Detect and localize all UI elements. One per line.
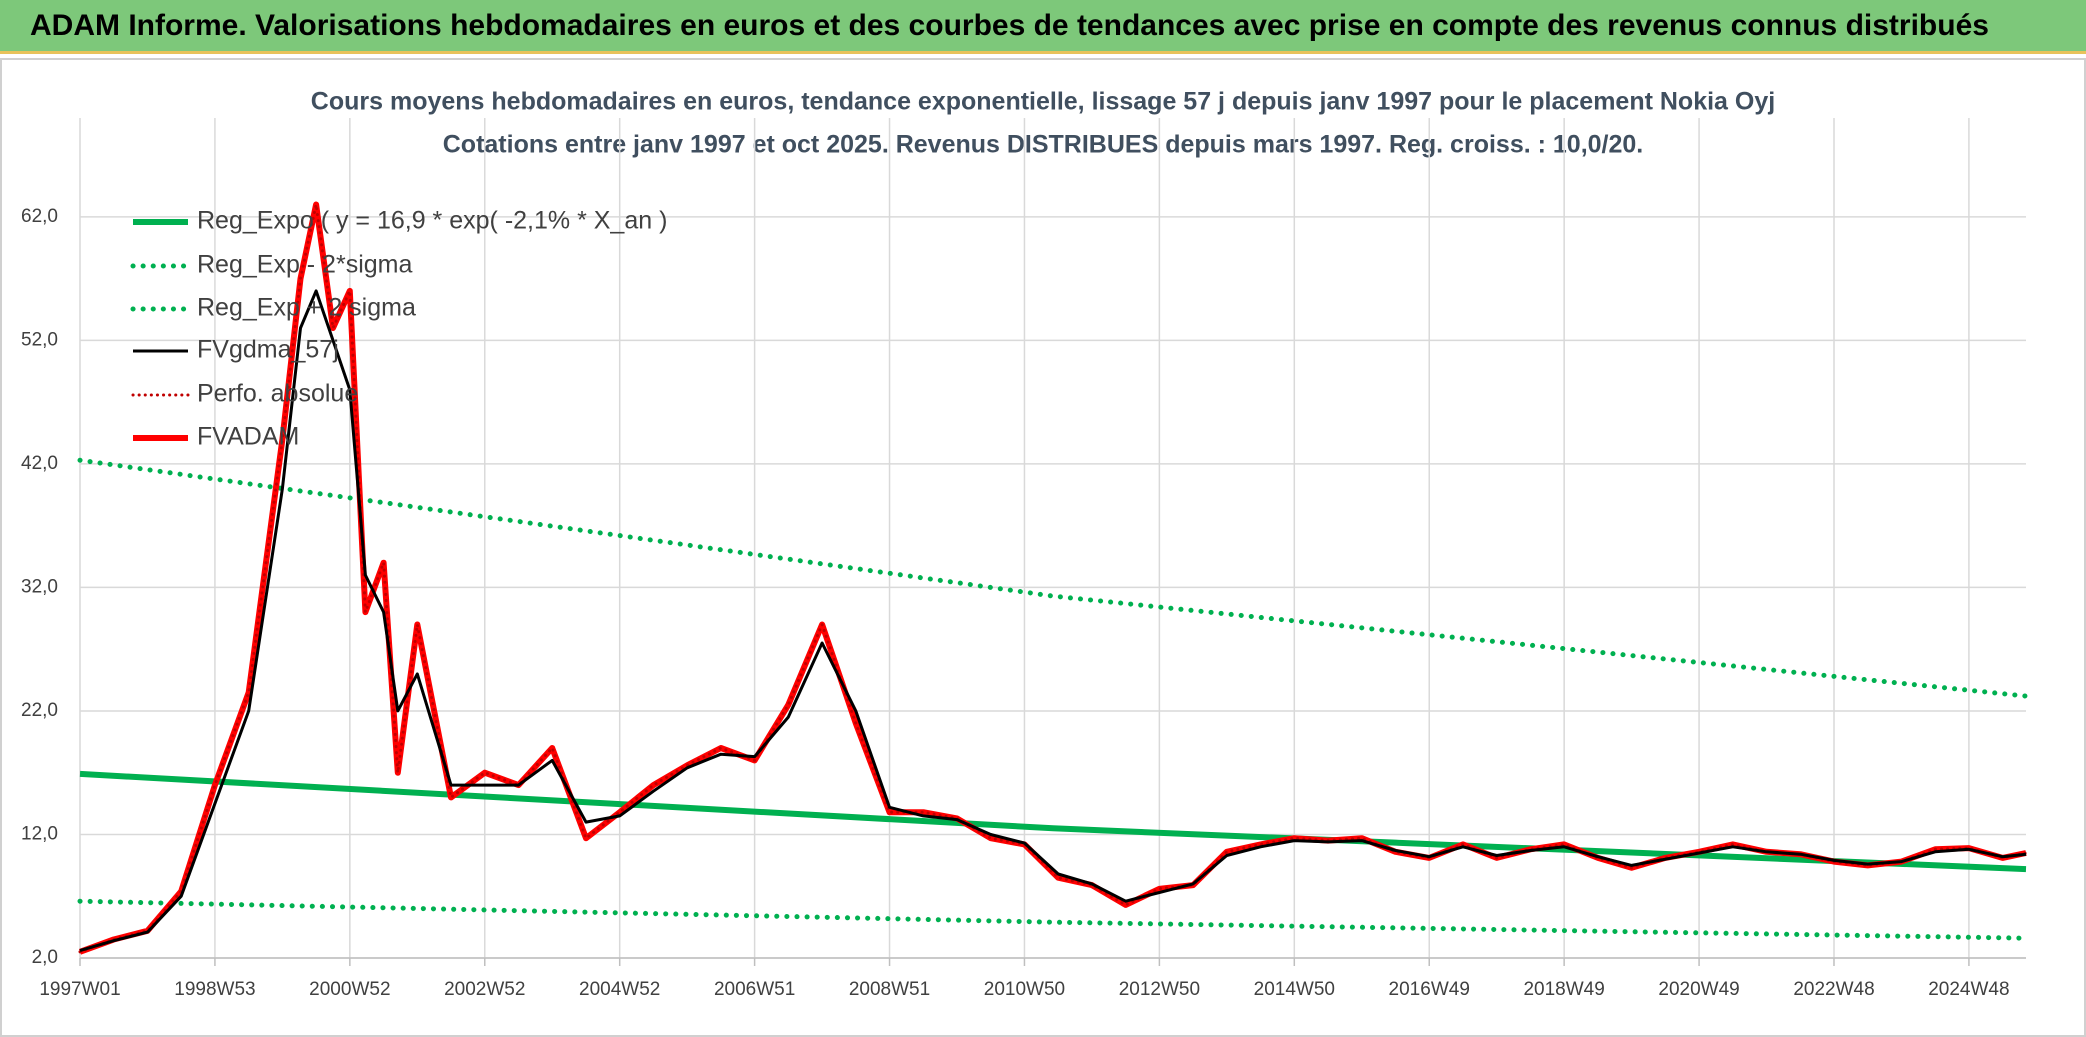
chart-title: Cours moyens hebdomadaires en euros, ten… — [311, 88, 1775, 116]
x-tick-label: 2024W48 — [1928, 979, 2009, 1000]
legend-label: FVgdma_57j — [197, 336, 339, 364]
chart-subtitle: Cotations entre janv 1997 et oct 2025. R… — [443, 131, 1644, 159]
x-tick-label: 1998W53 — [174, 979, 255, 1000]
series-line — [78, 204, 2028, 954]
x-tick-label: 2020W49 — [1658, 979, 1739, 1000]
y-tick-label: 32,0 — [21, 576, 58, 597]
x-tick-label: 2006W51 — [714, 979, 795, 1000]
legend-label: Reg_Exp - 2*sigma — [197, 251, 412, 279]
y-tick-label: 12,0 — [21, 823, 58, 844]
x-tick-label: 2012W50 — [1119, 979, 1200, 1000]
x-tick-label: 2022W48 — [1793, 979, 1874, 1000]
series-line — [79, 289, 2027, 953]
x-tick-label: 2000W52 — [309, 979, 390, 1000]
legend-label: Reg_Expo ( y = 16,9 * exp( -2,1% * X_an … — [197, 207, 667, 235]
series-line — [79, 770, 2027, 873]
y-tick-label: 62,0 — [21, 206, 58, 227]
legend-label: FVADAM — [197, 423, 299, 451]
x-tick-label: 2008W51 — [849, 979, 930, 1000]
series-line — [77, 457, 2029, 699]
y-tick-label: 2,0 — [32, 947, 58, 968]
series-line — [77, 898, 2029, 941]
legend-label: Reg_Exp + 2 sigma — [197, 294, 416, 322]
x-tick-label: 1997W01 — [39, 979, 120, 1000]
chart-frame — [0, 58, 2086, 1037]
y-tick-label: 52,0 — [21, 329, 58, 350]
header-title: ADAM Informe. Valorisations hebdomadaire… — [30, 9, 1989, 42]
header-bar: ADAM Informe. Valorisations hebdomadaire… — [0, 0, 2086, 54]
x-tick-label: 2018W49 — [1523, 979, 1604, 1000]
x-tick-label: 2010W50 — [984, 979, 1065, 1000]
legend-label: Perfo. absolue — [197, 380, 358, 408]
x-tick-label: 2014W50 — [1254, 979, 1335, 1000]
x-tick-label: 2002W52 — [444, 979, 525, 1000]
x-tick-label: 2016W49 — [1389, 979, 1470, 1000]
x-tick-label: 2004W52 — [579, 979, 660, 1000]
y-tick-label: 22,0 — [21, 700, 58, 721]
chart: Cours moyens hebdomadaires en euros, ten… — [0, 58, 2086, 1037]
y-tick-label: 42,0 — [21, 453, 58, 474]
